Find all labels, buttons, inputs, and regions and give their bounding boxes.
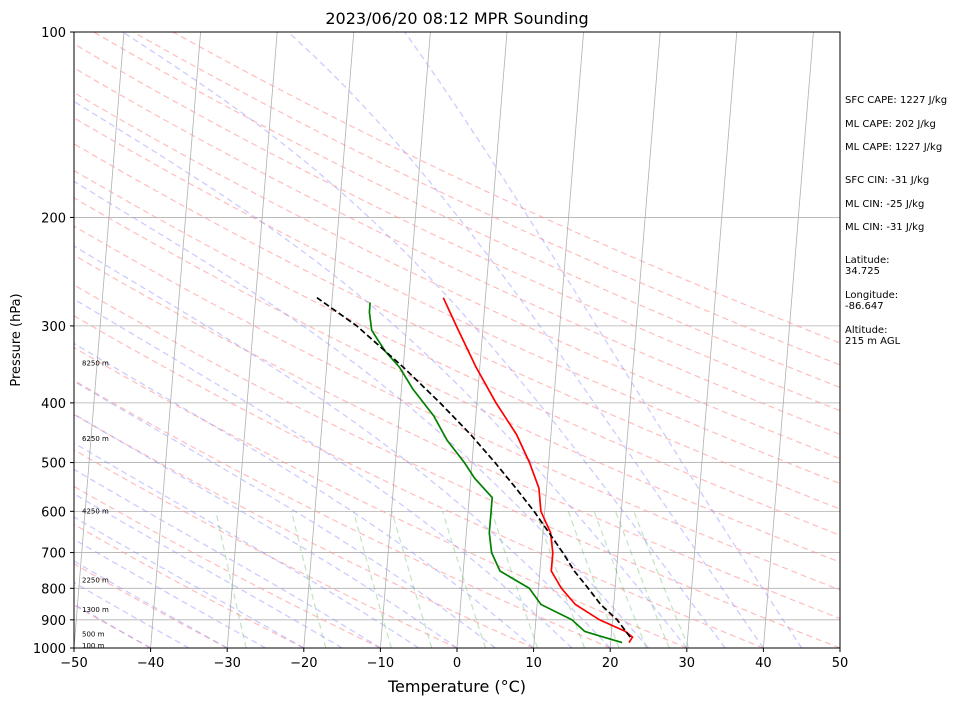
latitude-value: 34.725 (845, 266, 880, 277)
temperature-profile-line (442, 297, 634, 644)
height-label: 8250 m (82, 359, 109, 367)
ml-cape-text: ML CAPE: 1227 J/kg (845, 142, 943, 153)
x-tick-label: 10 (525, 656, 542, 671)
mixing-ratio-line (614, 511, 670, 648)
mixing-ratio-line (535, 511, 586, 648)
isotherm-line (226, 32, 278, 648)
y-tick-label: 100 (41, 26, 66, 41)
height-label: 1300 m (82, 606, 109, 614)
x-axis-label: Temperature (°C) (387, 677, 526, 696)
y-tick-label: 600 (41, 505, 66, 520)
moist-adiabat-line (74, 298, 573, 648)
ml-cape-text: ML CAPE: 202 J/kg (845, 119, 936, 130)
dry-adiabat-line (74, 254, 840, 620)
dry-adiabat-line (74, 225, 840, 591)
isotherm-line (763, 32, 814, 648)
moist-adiabat-line (74, 245, 611, 648)
moist-adiabat-line (404, 32, 803, 648)
x-tick-label: 0 (453, 656, 461, 671)
height-label: 100 m (82, 642, 105, 650)
isotherm-line (686, 32, 738, 648)
x-tick-label: −10 (367, 656, 394, 671)
y-tick-label: 700 (41, 547, 66, 562)
isotherm-line (533, 32, 584, 648)
mixing-ratio-line (215, 511, 247, 648)
height-label: 6250 m (82, 435, 109, 443)
dry-adiabat-line (93, 32, 840, 389)
dewpoint-profile-line (368, 302, 623, 644)
dry-adiabat-line (74, 413, 534, 648)
x-tick-label: 40 (755, 656, 772, 671)
mixing-ratio-line (491, 511, 539, 648)
dry-adiabat-line (74, 563, 228, 648)
x-tick-label: −30 (213, 656, 240, 671)
dry-adiabat-line (74, 143, 840, 510)
isotherm-line (456, 32, 508, 648)
dry-adiabat-line (74, 449, 458, 648)
dry-adiabat-line (74, 117, 840, 485)
mixing-ratio-line (352, 511, 392, 648)
dry-adiabat-line (74, 379, 611, 648)
dry-adiabat-line (74, 346, 688, 648)
x-tick-label: −40 (137, 656, 164, 671)
longitude-value: -86.647 (845, 301, 884, 312)
y-axis-label: Pressure (hPa) (9, 293, 24, 386)
dry-adiabat-line (74, 523, 305, 648)
dry-adiabat-line (74, 485, 381, 648)
isotherm-line (380, 32, 431, 648)
moist-adiabat-line (74, 180, 649, 648)
y-tick-label: 300 (41, 320, 66, 335)
mixing-ratio-line (593, 511, 647, 648)
isotherm-line (609, 32, 661, 648)
y-tick-label: 1000 (33, 642, 66, 657)
dry-adiabat-line (172, 32, 840, 344)
mixing-ratio-line (290, 511, 327, 648)
sfc-cape-text: SFC CAPE: 1227 J/kg (845, 95, 948, 106)
moist-adiabat-line (74, 468, 381, 648)
dry-adiabat-line (74, 169, 840, 536)
moist-adiabat-line (74, 100, 688, 648)
parcel-profile-line (316, 297, 631, 638)
moist-adiabat-line (287, 32, 764, 648)
mixing-ratio-line (633, 511, 690, 648)
mixing-ratio-line (442, 511, 487, 648)
x-tick-label: −50 (60, 656, 87, 671)
height-label: 500 m (82, 630, 105, 638)
x-tick-label: 50 (832, 656, 849, 671)
x-tick-label: −20 (290, 656, 317, 671)
mixing-ratio-line (391, 511, 433, 648)
ml-cin-text: ML CIN: -31 J/kg (845, 222, 925, 233)
moist-adiabat-line (74, 342, 535, 648)
dry-adiabat-line (74, 197, 840, 563)
y-tick-label: 200 (41, 211, 66, 226)
altitude-label: Altitude: (845, 325, 888, 336)
moist-adiabat-line (122, 32, 726, 648)
chart-title: 2023/06/20 08:12 MPR Sounding (325, 9, 588, 28)
moist-adiabat-line (74, 380, 496, 648)
mixing-ratio-line (567, 511, 620, 648)
x-tick-label: 20 (602, 656, 619, 671)
sfc-cin-text: SFC CIN: -31 J/kg (845, 175, 930, 186)
x-tick-label: 30 (679, 656, 696, 671)
isotherm-line (303, 32, 355, 648)
dry-adiabat-line (74, 91, 840, 460)
isotherm-line (150, 32, 201, 648)
dry-adiabat-line (74, 315, 764, 648)
moist-adiabat-line (74, 413, 458, 648)
isotherm-line (74, 32, 125, 648)
ml-cin-text: ML CIN: -25 J/kg (845, 199, 925, 210)
height-label: 2250 m (82, 576, 109, 584)
y-tick-label: 500 (41, 457, 66, 472)
y-tick-label: 900 (41, 614, 66, 629)
y-tick-label: 800 (41, 582, 66, 597)
moist-adiabat-line (74, 442, 420, 648)
dry-adiabat-line (74, 43, 840, 412)
y-tick-label: 400 (41, 397, 66, 412)
latitude-label: Latitude: (845, 255, 890, 266)
altitude-value: 215 m AGL (845, 336, 901, 347)
longitude-label: Longitude: (845, 290, 899, 301)
height-label: 4250 m (82, 507, 109, 515)
